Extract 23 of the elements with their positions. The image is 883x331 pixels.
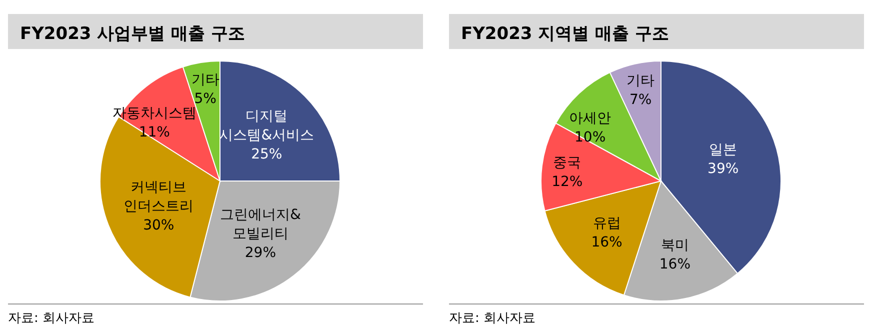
- text: 자료: 회사자료: [8, 311, 95, 326]
- chart-title: FY2023 지역별 매출 구조: [461, 24, 669, 44]
- data-label: 16%: [659, 256, 691, 273]
- slice-label: 아세안: [569, 110, 612, 126]
- slice-label: 기타: [191, 72, 220, 88]
- slice-label: 북미: [660, 238, 689, 254]
- text: 자료: 회사자료: [449, 311, 536, 326]
- data-label: 12%: [552, 174, 583, 190]
- data-label: 25%: [251, 146, 282, 162]
- data-label: 30%: [143, 217, 174, 234]
- chart-title: FY2023 사업부별 매출 구조: [20, 24, 245, 44]
- data-label: 7%: [629, 92, 652, 108]
- slice-label: 그린에너지& 모빌리티: [220, 207, 301, 242]
- slice-label: 기타: [626, 73, 655, 90]
- slice-label: 유럽: [592, 215, 621, 232]
- slice-label: 디지털 시스템&서비스: [219, 108, 314, 144]
- data-label: 5%: [194, 91, 216, 108]
- data-label: 39%: [708, 161, 739, 178]
- slice-label: 중국: [553, 155, 582, 172]
- slice-label: 커넥티브 인더스트리: [124, 179, 194, 214]
- data-label: 16%: [591, 234, 622, 250]
- slice-label: 일본: [709, 142, 738, 158]
- data-label: 29%: [244, 245, 276, 262]
